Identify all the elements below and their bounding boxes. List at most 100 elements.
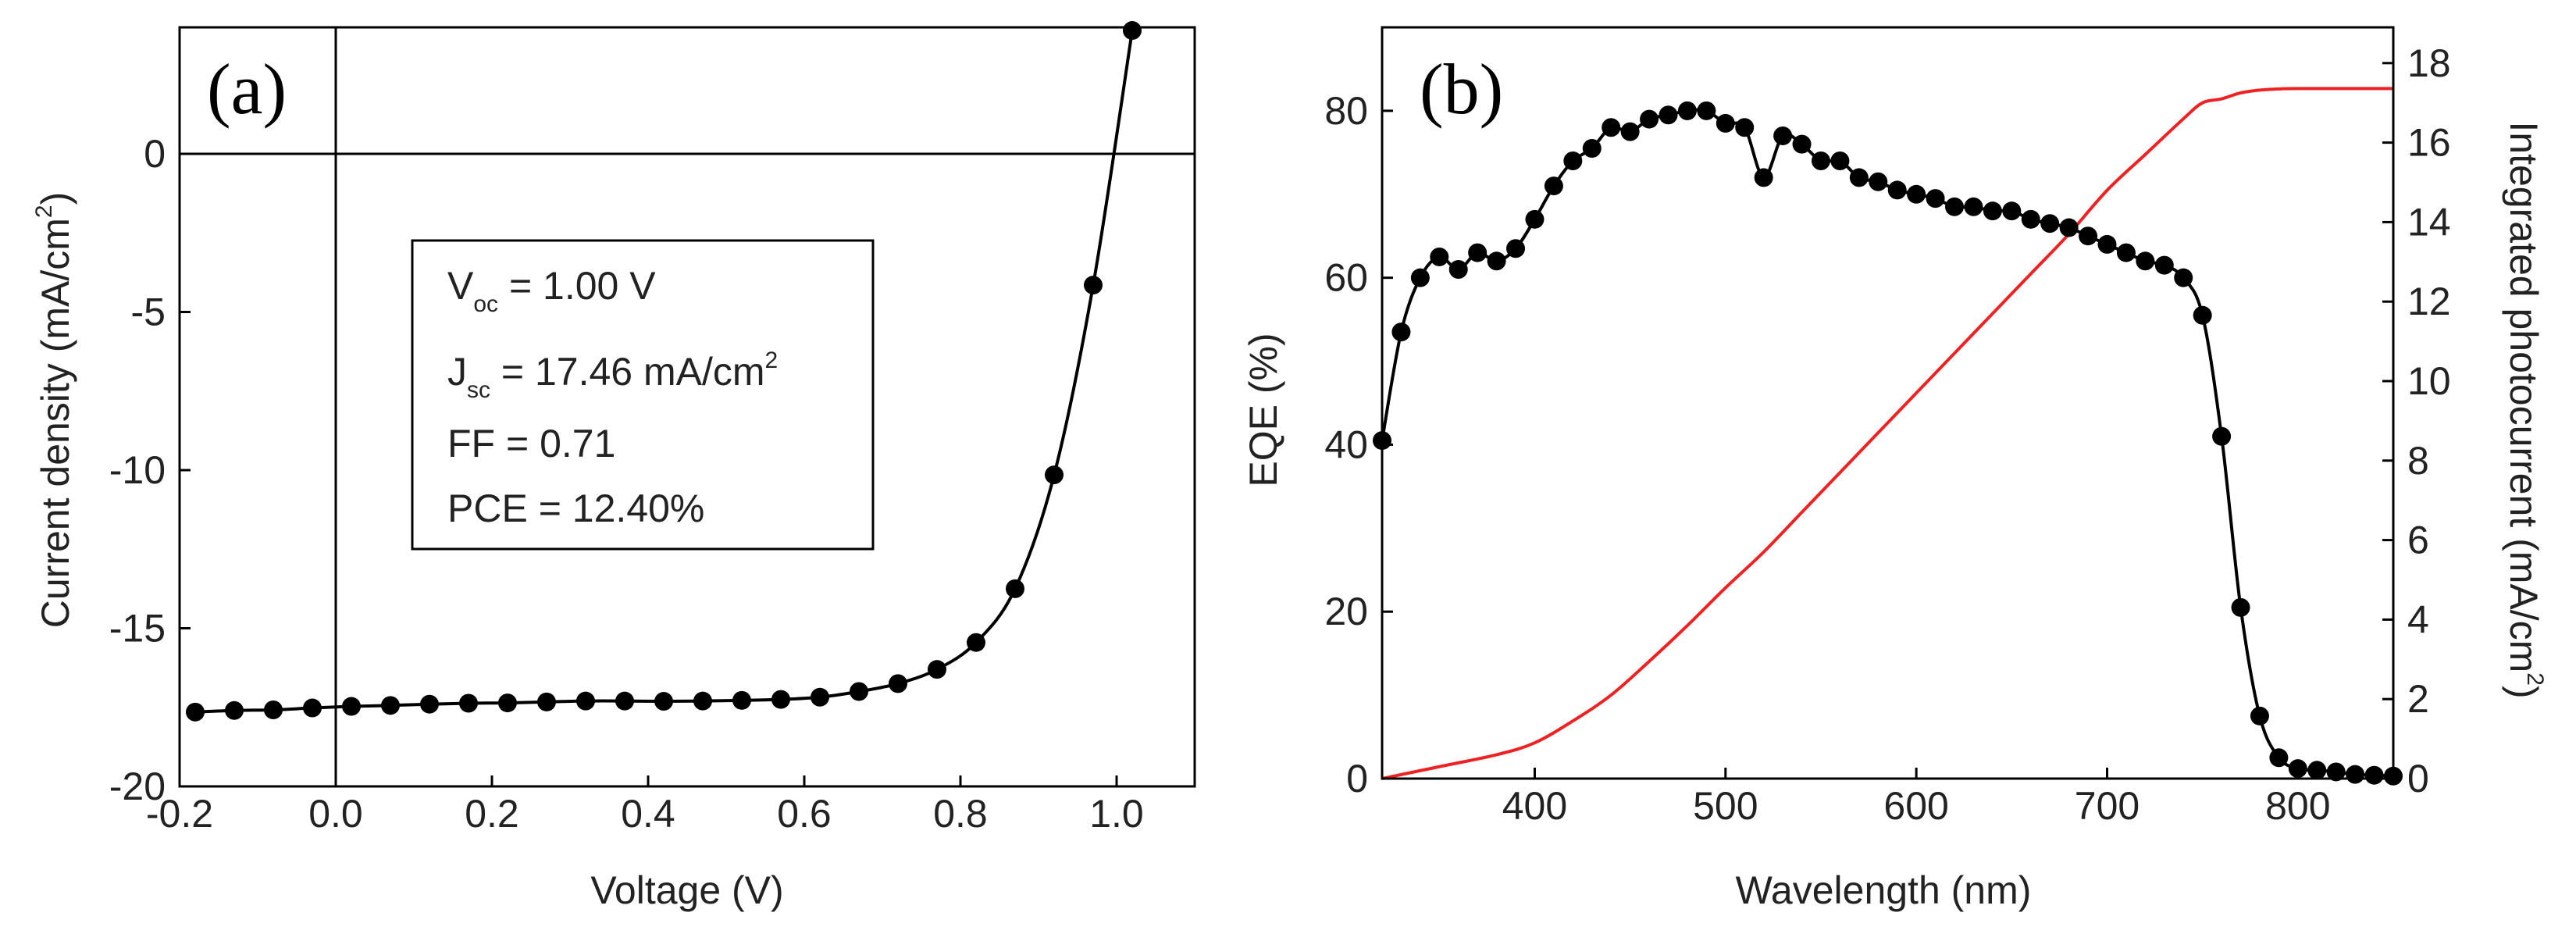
jv-data-point — [1045, 465, 1064, 485]
x-tick-label: 0.4 — [621, 792, 675, 836]
jv-data-point — [732, 690, 751, 710]
jv-data-point — [850, 682, 868, 701]
y-tick-label: -5 — [131, 291, 166, 334]
eqe-data-point — [1716, 113, 1735, 133]
legend-jsc-sub: sc — [467, 377, 490, 403]
jv-data-point — [186, 702, 205, 722]
x-tick-label: 600 — [1883, 784, 1948, 828]
jv-data-point — [459, 693, 478, 713]
panel-b-plot-frame — [1381, 26, 2395, 780]
jv-fit-curve — [194, 30, 1134, 714]
integrated-photocurrent-line — [1381, 87, 2394, 780]
legend-jsc-sup: 2 — [765, 348, 779, 373]
eqe-data-point — [2021, 209, 2040, 229]
jv-data-point — [264, 700, 283, 719]
panel-b-right-y-ticks: 0 2 4 6 8 10 12 14 16 18 — [2382, 41, 2451, 800]
y-tick-label: -15 — [109, 607, 166, 651]
eqe-data-point — [2346, 765, 2365, 784]
x-tick-label: 0.2 — [465, 792, 519, 836]
eqe-data-point — [1659, 105, 1678, 125]
eqe-data-point — [2097, 234, 2117, 254]
y-tick-label: -20 — [109, 765, 166, 808]
jv-data-point — [225, 700, 244, 720]
y-tick-label: 20 — [1324, 590, 1368, 633]
eqe-data-point — [1792, 134, 1812, 154]
panel-b-x-ticks: 400 500 600 700 800 — [1502, 768, 2331, 828]
legend-voc-main: V — [447, 264, 474, 308]
eqe-data-point — [2136, 251, 2155, 271]
x-tick-label: 0.0 — [308, 792, 363, 836]
eqe-data-point — [1907, 184, 1926, 204]
eqe-data-point — [1773, 126, 1793, 145]
y2-tick-label: 2 — [2407, 677, 2429, 721]
eqe-data-points — [1373, 101, 2403, 786]
eqe-data-point — [1754, 168, 1773, 187]
panel-a-y-ticks: 0 -5 -10 -15 -20 — [109, 132, 191, 808]
eqe-data-point — [1410, 268, 1430, 287]
jv-data-point — [342, 697, 361, 716]
eqe-data-point — [1620, 122, 1640, 141]
panel-a-y-title-main: Current density (mA/cm — [34, 218, 77, 628]
x-tick-label: 0.6 — [777, 792, 832, 836]
eqe-data-point — [1391, 323, 1411, 342]
y-tick-label: 0 — [1346, 757, 1368, 800]
eqe-data-point — [2193, 305, 2212, 325]
eqe-data-point — [1525, 209, 1545, 229]
eqe-data-point — [2040, 214, 2060, 234]
eqe-data-point — [2269, 748, 2289, 768]
jv-data-point — [1123, 21, 1142, 41]
eqe-data-point — [1430, 247, 1449, 266]
jv-legend-box: Voc = 1.00 V Jsc = 17.46 mA/cm2 FF = 0.7… — [411, 239, 875, 551]
x-tick-label: 700 — [2075, 784, 2140, 828]
y2-tick-label: 0 — [2407, 757, 2429, 800]
legend-jsc-rest: = 17.46 mA/cm — [490, 350, 765, 394]
x-tick-label: 500 — [1693, 784, 1758, 828]
eqe-data-point — [2307, 761, 2327, 780]
legend-ff: FF = 0.71 — [447, 422, 615, 465]
eqe-data-point — [1468, 243, 1488, 262]
y2-tick-label: 12 — [2407, 280, 2451, 323]
x-tick-label: 400 — [1502, 784, 1567, 828]
y2-tick-label: 6 — [2407, 519, 2429, 562]
y-tick-label: 0 — [144, 132, 166, 176]
eqe-data-point — [1849, 168, 1869, 187]
eqe-data-point — [2116, 243, 2136, 262]
legend-pce: PCE = 12.40% — [447, 487, 704, 530]
panel-b-left-y-ticks: 0 20 40 60 80 — [1324, 89, 1393, 800]
eqe-line — [1381, 108, 2394, 778]
jv-data-point — [381, 696, 400, 715]
eqe-data-point — [1563, 152, 1583, 171]
eqe-data-point — [2326, 762, 2346, 782]
panel-a-x-ticks: -0.2 0.0 0.2 0.4 0.6 0.8 1.0 — [146, 775, 1144, 836]
legend-voc-rest: = 1.00 V — [498, 264, 656, 308]
eqe-data-point — [1544, 176, 1563, 196]
panel-a-jv-chart: -0.2 0.0 0.2 0.4 0.6 0.8 1.0 0-5-10-15-20 (a) … — [31, 21, 1196, 912]
eqe-data-point — [1887, 180, 1907, 200]
legend-voc-sub: oc — [473, 291, 498, 317]
eqe-data-point — [2174, 268, 2193, 287]
panel-a-tag: (a) — [207, 49, 287, 129]
eqe-data-point — [1811, 152, 1830, 171]
jv-data-point — [1084, 276, 1103, 295]
y-tick-label: 40 — [1324, 422, 1368, 466]
eqe-data-point — [1869, 172, 1888, 191]
eqe-data-point — [1697, 101, 1716, 120]
jv-data-point — [811, 687, 829, 707]
eqe-data-point — [1926, 189, 1945, 209]
eqe-data-point — [2059, 218, 2079, 237]
x-tick-label: 0.8 — [933, 792, 988, 836]
eqe-data-point — [1448, 259, 1468, 279]
panel-a-y-axis-title: Current density (mA/cm2) — [31, 192, 77, 628]
eqe-data-point — [2154, 255, 2174, 275]
legend-jsc: Jsc = 17.46 mA/cm2 — [447, 348, 778, 403]
y2-tick-label: 10 — [2407, 359, 2451, 403]
panel-b-y2-title-main: Integrated photocurrent (mA/cm — [2502, 121, 2546, 672]
legend-voc: Voc = 1.00 V — [447, 264, 656, 317]
panel-b-y2-title-sup: 2 — [2522, 672, 2548, 686]
y2-tick-label: 18 — [2407, 41, 2451, 85]
panel-a-x-axis-title: Voltage (V) — [590, 868, 783, 912]
jv-data-point — [303, 698, 322, 718]
jv-data-points — [186, 21, 1142, 722]
jv-data-point — [498, 693, 517, 713]
